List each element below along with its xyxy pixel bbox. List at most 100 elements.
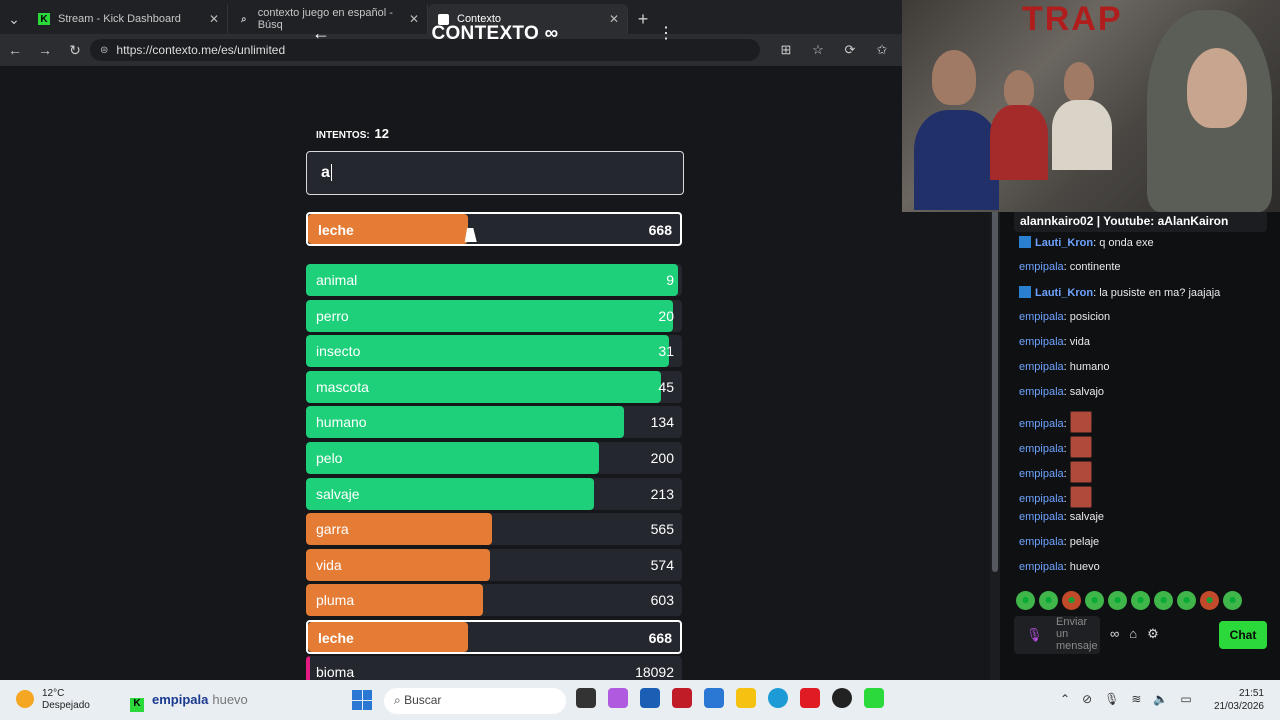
chevron-up-icon[interactable]: ⌃ [1060, 692, 1071, 706]
outlook-icon[interactable] [704, 688, 724, 708]
tab-list-button[interactable]: ⌄ [8, 11, 20, 27]
chat-username[interactable]: empipala [1019, 386, 1064, 398]
chat-username[interactable]: empipala [1019, 361, 1064, 373]
guess-rank: 603 [650, 592, 674, 609]
chat-username[interactable]: Lauti_Kron [1035, 237, 1094, 249]
copilot-icon[interactable] [608, 688, 628, 708]
chat-send-button[interactable]: Chat [1219, 621, 1267, 649]
chat-message: empipala: [1019, 486, 1092, 508]
chat-username[interactable]: empipala [1019, 561, 1064, 573]
pinned-apps [576, 688, 884, 708]
guess-word: garra [316, 521, 349, 538]
emote-icon[interactable]: ☻ [1200, 591, 1219, 610]
guess-rank: 668 [648, 630, 672, 646]
folder-icon[interactable] [736, 688, 756, 708]
edge-icon[interactable] [768, 688, 788, 708]
store-icon[interactable]: ⌂ [1129, 626, 1138, 641]
chat-input[interactable]: 🎙 Enviar un mensaje [1014, 616, 1100, 654]
tab-search[interactable]: ⌕ contexto juego en español - Búsq ✕ [228, 4, 428, 34]
site-info-icon[interactable]: ⊜ [100, 44, 109, 56]
emote-icon[interactable]: ☻ [1039, 591, 1058, 610]
subscriber-badge-icon [1019, 236, 1031, 248]
chat-username[interactable]: empipala [1019, 511, 1064, 523]
start-icon[interactable] [352, 690, 372, 710]
apps-icon[interactable]: ⊞ [780, 42, 792, 57]
chat-username[interactable]: empipala [1019, 468, 1064, 480]
emote-icon [1069, 411, 1092, 433]
emote-icon[interactable]: ☻ [1223, 591, 1242, 610]
tab-contexto[interactable]: Contexto ✕ [428, 4, 628, 34]
person [914, 110, 999, 210]
kick-app-icon[interactable] [864, 688, 884, 708]
moon-icon [16, 690, 34, 708]
chat-username[interactable]: empipala [1019, 443, 1064, 455]
chat-username[interactable]: empipala [1019, 311, 1064, 323]
app-subtitle: huevo [212, 692, 248, 707]
obs-icon[interactable] [832, 688, 852, 708]
url-input[interactable]: ⊜ https://contexto.me/es/unlimited [90, 39, 760, 61]
app-icon[interactable] [800, 688, 820, 708]
emote-icon[interactable]: ☻ [1131, 591, 1150, 610]
separator: : [1063, 418, 1070, 430]
chat-username[interactable]: empipala [1019, 418, 1064, 430]
chat-username[interactable]: empipala [1019, 493, 1064, 505]
mcafee-icon[interactable] [672, 688, 692, 708]
forward-icon[interactable]: → [38, 42, 52, 58]
taskbar-search[interactable]: ⌕ Buscar [384, 688, 566, 714]
guess-input[interactable]: a [306, 151, 684, 195]
page-scrollbar[interactable] [990, 66, 1000, 680]
weather-widget[interactable]: 12°C Despejado [16, 688, 90, 712]
tab-kick[interactable]: K Stream - Kick Dashboard ✕ [28, 4, 228, 34]
guess-row: vida 574 [306, 548, 682, 581]
emote-icon[interactable]: ☻ [1177, 591, 1196, 610]
emote-icon[interactable]: ☻ [1085, 591, 1104, 610]
chat-header: alannkairo02 | Youtube: aAlanKairon [1014, 212, 1267, 232]
emote-picker-icon[interactable]: ∞ [1110, 626, 1120, 641]
battery-icon[interactable]: ▭ [1180, 692, 1192, 706]
store-icon[interactable] [640, 688, 660, 708]
chat-text: vida [1069, 336, 1090, 348]
separator: : [1063, 468, 1070, 480]
taskview-icon[interactable] [576, 688, 596, 708]
emote-icon [1069, 436, 1092, 458]
more-menu-icon[interactable]: ⋮ [658, 25, 674, 42]
close-icon[interactable]: ✕ [208, 12, 219, 26]
guess-word: bioma [316, 663, 355, 680]
emote-icon[interactable]: ☻ [1062, 591, 1081, 610]
close-icon[interactable]: ✕ [408, 12, 419, 26]
tab-label: Stream - Kick Dashboard [58, 13, 181, 25]
star-icon[interactable]: ☆ [812, 42, 824, 57]
clock[interactable]: 21:51 21/03/2026 [1210, 687, 1264, 713]
guess-row: pluma 603 [306, 584, 682, 617]
chat-toolbar: ∞ ⌂ ⚙ [1110, 626, 1159, 642]
chat-username[interactable]: empipala [1019, 336, 1064, 348]
chat-username[interactable]: empipala [1019, 261, 1064, 273]
date: 21/03/2026 [1213, 701, 1264, 712]
back-arrow-icon[interactable]: ← [312, 23, 330, 43]
address-bar: ← → ↻ ⊜ https://contexto.me/es/unlimited… [0, 34, 902, 66]
close-icon[interactable]: ✕ [608, 12, 619, 26]
back-icon[interactable]: ← [8, 42, 22, 58]
separator: : [1063, 493, 1070, 505]
volume-icon[interactable]: 🔈 [1153, 692, 1169, 706]
page-title: CONTEXTO ∞ [306, 23, 684, 45]
microphone-icon[interactable]: 🎙 [1104, 692, 1120, 706]
favorites-icon[interactable]: ✩ [876, 42, 888, 57]
chat-message: Lauti_Kron: la pusiste en ma? jaajaja [1019, 286, 1220, 299]
emote-icon[interactable]: ☻ [1108, 591, 1127, 610]
refresh-icon[interactable]: ↻ [69, 41, 81, 58]
kick-icon: K [38, 13, 50, 25]
wifi-icon[interactable]: ≋ [1131, 692, 1142, 706]
extensions-icon[interactable]: ⟳ [844, 42, 856, 57]
microphone-icon[interactable]: 🎙 [1026, 627, 1043, 642]
new-tab-button[interactable]: + [637, 9, 649, 29]
emote-icon[interactable]: ☻ [1154, 591, 1173, 610]
emote-bar: ☻ ☻ ☻ ☻ ☻ ☻ ☻ ☻ ☻ ☻ [1016, 591, 1242, 610]
chat-username[interactable]: Lauti_Kron [1035, 287, 1094, 299]
chat-username[interactable]: empipala [1019, 536, 1064, 548]
emote-icon[interactable]: ☻ [1016, 591, 1035, 610]
settings-icon[interactable]: ⚙ [1147, 626, 1159, 641]
network-off-icon[interactable]: ⊘ [1082, 692, 1093, 706]
